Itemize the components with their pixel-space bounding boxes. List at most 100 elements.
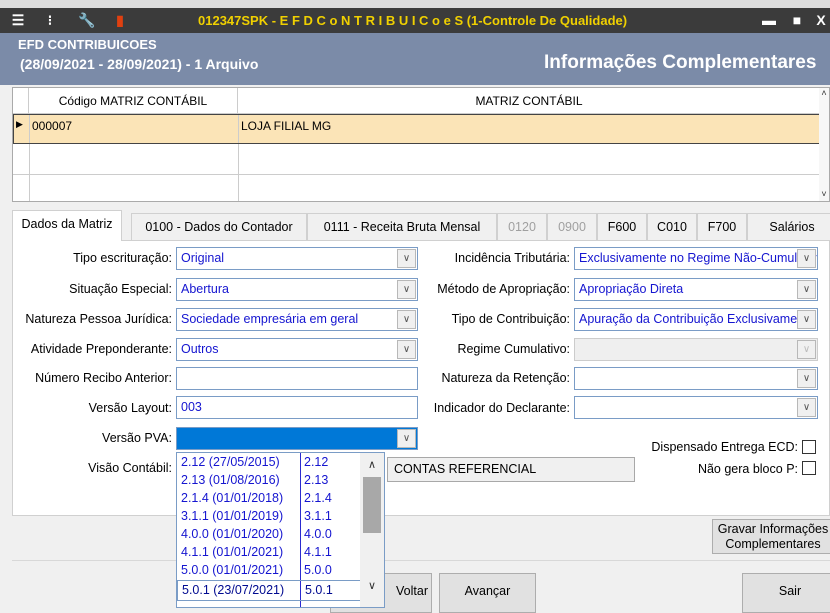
tab-dados-contador[interactable]: 0100 - Dados do Contador (131, 213, 307, 240)
cell-codigo[interactable]: 000007 (30, 115, 239, 143)
section-title: Informações Complementares (544, 52, 817, 73)
tab-f700[interactable]: F700 (697, 213, 747, 240)
numero-recibo-input[interactable] (176, 367, 418, 390)
visao-contabil-field[interactable]: CONTAS REFERENCIAL (387, 457, 635, 482)
list-scrollbar[interactable]: ∧ ∨ (360, 453, 384, 607)
dispensado-ecd-checkbox[interactable] (802, 440, 816, 454)
option-label: 2.1.4 (01/01/2018) (181, 491, 284, 505)
scroll-up-icon[interactable]: ˄ (821, 88, 827, 98)
incidencia-select[interactable]: Exclusivamente no Regime Não-Cumulativo ∨ (574, 247, 818, 270)
option-label: 4.1.1 (01/01/2021) (181, 545, 284, 559)
scroll-up-icon[interactable]: ∧ (367, 459, 377, 471)
chevron-down-icon[interactable]: ∨ (397, 340, 416, 359)
list-item[interactable]: 2.13 (01/08/2016) 2.13 (177, 471, 361, 489)
indicador-declarante-select[interactable]: ∨ (574, 396, 818, 419)
tab-c010[interactable]: C010 (647, 213, 697, 240)
tab-salarios[interactable]: Salários (747, 213, 830, 240)
label-dispensado-ecd: Dispensado Entrega ECD: (651, 440, 798, 454)
versao-pva-select[interactable]: ∨ (176, 427, 418, 450)
situacao-especial-select[interactable]: Abertura ∨ (176, 278, 418, 301)
tab-bar: Dados da Matriz 0100 - Dados do Contador… (12, 210, 830, 241)
option-label: 2.13 (01/08/2016) (181, 473, 280, 487)
column-header-codigo[interactable]: Código MATRIZ CONTÁBIL (29, 88, 238, 114)
chevron-down-icon[interactable]: ∨ (397, 249, 416, 268)
chevron-down-icon[interactable]: ∨ (797, 280, 816, 299)
table-row[interactable]: ▶ 000007 LOJA FILIAL MG (13, 114, 821, 144)
gravar-label-1: Gravar Informações (717, 522, 829, 536)
versao-layout-input[interactable]: 003 (176, 396, 418, 419)
label-natureza-pj: Natureza Pessoa Jurídica: (25, 312, 172, 326)
label-regime-cumulativo: Regime Cumulativo: (457, 342, 570, 356)
chevron-down-icon[interactable]: ∨ (397, 310, 416, 329)
maximize-button[interactable]: ■ (792, 12, 802, 28)
minimize-button[interactable]: ▬ (762, 12, 776, 28)
scroll-thumb[interactable] (363, 477, 381, 533)
chevron-down-icon[interactable]: ∨ (797, 249, 816, 268)
value: Apropriação Direta (579, 282, 684, 296)
versao-pva-dropdown-list[interactable]: 2.12 (27/05/2015) 2.12 2.13 (01/08/2016) 2… (176, 452, 385, 608)
scroll-down-icon[interactable]: ∨ (367, 580, 377, 592)
label-tipo-escrituracao: Tipo escrituração: (73, 251, 172, 265)
natureza-retencao-select[interactable]: ∨ (574, 367, 818, 390)
close-button[interactable]: X (816, 12, 826, 28)
label-situacao-especial: Situação Especial: (69, 282, 172, 296)
wrench-icon[interactable]: 🔧 (78, 12, 96, 28)
title-bar: ☰ ⁝ 🔧 ▮ 012347SPK - E F D C o N T R I B … (0, 8, 830, 33)
list-item-focused[interactable]: 5.0.1 (23/07/2021) 5.0.1 (177, 580, 361, 601)
nao-gera-bloco-p-checkbox[interactable] (802, 461, 816, 475)
app-name: EFD CONTRIBUICOES (18, 37, 157, 52)
grid-line (238, 144, 239, 201)
matriz-grid[interactable]: Código MATRIZ CONTÁBIL MATRIZ CONTÁBIL ▶… (12, 87, 830, 202)
option-label: 2.12 (27/05/2015) (181, 455, 280, 469)
metodo-select[interactable]: Apropriação Direta ∨ (574, 278, 818, 301)
tab-f600[interactable]: F600 (597, 213, 647, 240)
atividade-select[interactable]: Outros ∨ (176, 338, 418, 361)
row-header-corner (13, 88, 29, 114)
option-code: 5.0.1 (305, 583, 333, 597)
traffic-light-icon[interactable]: ⁝ (47, 12, 53, 28)
value: Outros (181, 342, 219, 356)
list-item[interactable]: 5.0.0 (01/01/2021) 5.0.0 (177, 561, 361, 579)
chevron-down-icon[interactable]: ∨ (797, 310, 816, 329)
tipo-contribuicao-select[interactable]: Apuração da Contribuição Exclusivamente ∨ (574, 308, 818, 331)
chevron-down-icon[interactable]: ∨ (397, 429, 416, 448)
option-code: 5.0.0 (304, 563, 332, 577)
option-label: 3.1.1 (01/01/2019) (181, 509, 284, 523)
chevron-down-icon[interactable]: ∨ (797, 369, 816, 388)
list-item[interactable]: 2.12 (27/05/2015) 2.12 (177, 453, 361, 471)
scroll-down-icon[interactable]: ˅ (821, 189, 827, 199)
column-header-matriz[interactable]: MATRIZ CONTÁBIL (238, 88, 821, 114)
value: Original (181, 251, 225, 265)
sair-button[interactable]: Sair (742, 573, 830, 613)
option-code: 2.13 (304, 473, 329, 487)
chevron-down-icon[interactable]: ∨ (397, 280, 416, 299)
grid-line (13, 174, 821, 175)
label-incidencia: Incidência Tributária: (454, 251, 570, 265)
grid-scrollbar[interactable]: ˄ ˅ (819, 88, 829, 201)
label-natureza-retencao: Natureza da Retenção: (441, 371, 570, 385)
option-label: 5.0.1 (23/07/2021) (182, 583, 285, 597)
books-icon[interactable]: ▮ (116, 12, 124, 28)
list-item[interactable]: 3.1.1 (01/01/2019) 3.1.1 (177, 507, 361, 525)
tipo-escrituracao-select[interactable]: Original ∨ (176, 247, 418, 270)
tab-receita-bruta[interactable]: 0111 - Receita Bruta Mensal (307, 213, 497, 240)
label-metodo: Método de Apropriação: (437, 282, 570, 296)
label-indicador-declarante: Indicador do Declarante: (433, 401, 570, 415)
gravar-button[interactable]: Gravar Informações Complementares (712, 519, 830, 554)
tab-dados-matriz[interactable]: Dados da Matriz (12, 210, 122, 241)
natureza-pj-select[interactable]: Sociedade empresária em geral ∨ (176, 308, 418, 331)
avancar-button[interactable]: Avançar (439, 573, 536, 613)
cell-matriz[interactable]: LOJA FILIAL MG (241, 119, 332, 133)
option-code: 2.1.4 (304, 491, 332, 505)
menu-icon[interactable]: ☰ (11, 12, 25, 28)
list-item[interactable]: 4.1.1 (01/01/2021) 4.1.1 (177, 543, 361, 561)
chevron-down-icon[interactable]: ∨ (797, 398, 816, 417)
list-item[interactable]: 4.0.0 (01/01/2020) 4.0.0 (177, 525, 361, 543)
list-item[interactable]: 2.1.4 (01/01/2018) 2.1.4 (177, 489, 361, 507)
label-nao-gera-bloco-p: Não gera bloco P: (697, 462, 798, 476)
window-title: 012347SPK - E F D C o N T R I B U I C o … (198, 13, 628, 28)
option-code: 2.12 (304, 455, 329, 469)
value: Apuração da Contribuição Exclusivamente (579, 312, 815, 326)
divider (12, 560, 830, 561)
value: Abertura (181, 282, 229, 296)
